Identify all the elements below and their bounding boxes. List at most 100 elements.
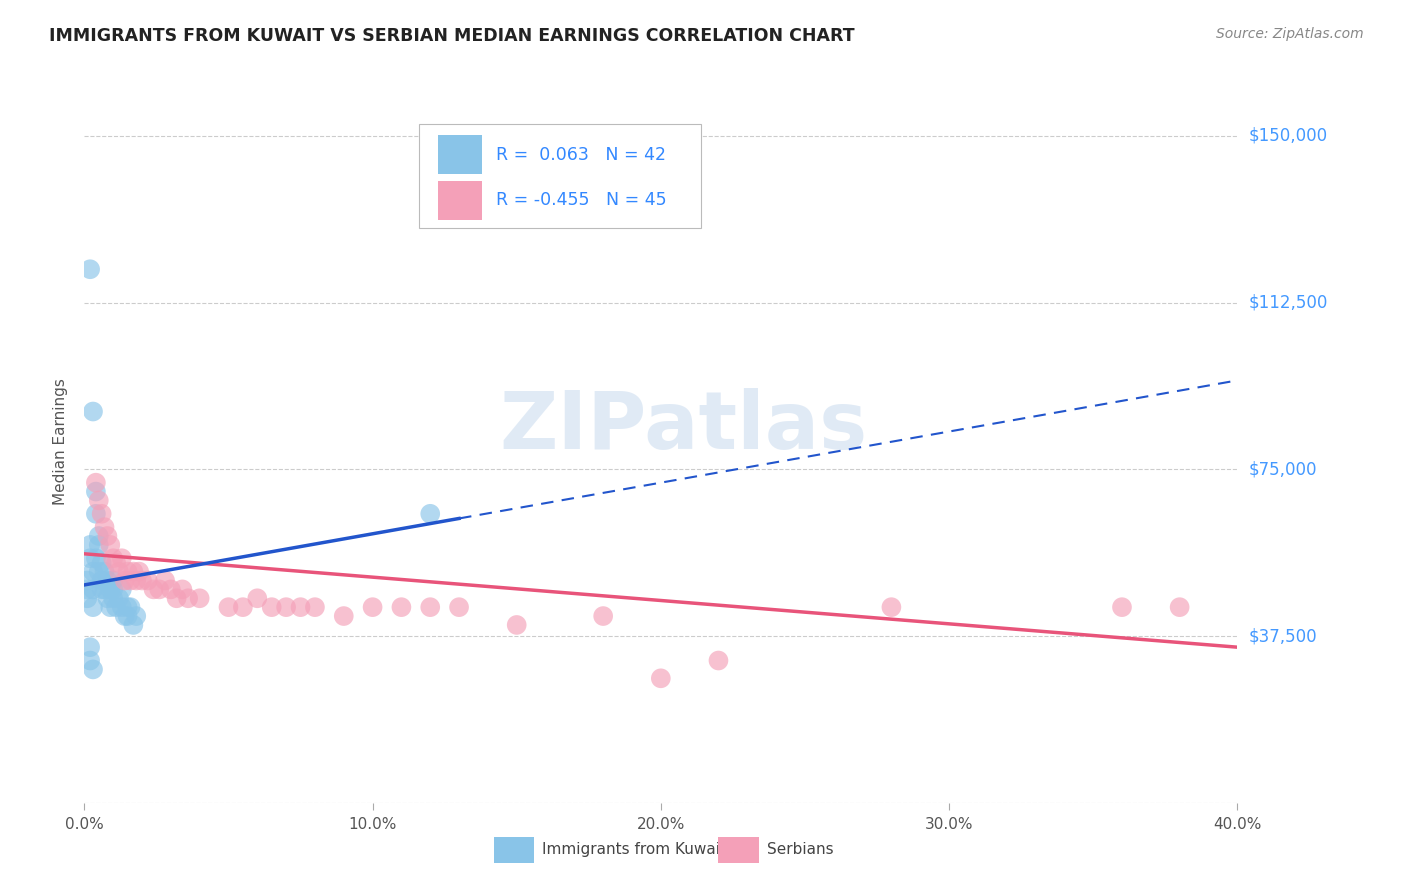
Point [260,600,283,615]
Point [90,507,112,521]
Point [125,609,148,624]
Point [90,582,112,597]
Point [419,600,441,615]
FancyBboxPatch shape [439,135,482,175]
Point [361,600,384,615]
Point [93,565,115,579]
Text: Source: ZipAtlas.com: Source: ZipAtlas.com [1216,27,1364,41]
Point [188,591,211,606]
Point [391,600,413,615]
Point [232,600,254,615]
Point [82,565,104,579]
FancyBboxPatch shape [718,837,759,863]
Point [333,609,356,624]
Text: $75,000: $75,000 [1249,460,1317,478]
Point [707,653,730,667]
FancyBboxPatch shape [439,180,482,220]
Point [84,475,107,490]
Point [153,574,176,588]
Point [87,538,110,552]
Point [128,565,150,579]
Point [177,591,200,606]
FancyBboxPatch shape [419,124,702,228]
Point [79,653,101,667]
Point [87,493,110,508]
Point [136,574,159,588]
Point [96,591,118,606]
Point [120,600,142,615]
Point [148,582,170,597]
Point [82,662,104,676]
Text: $37,500: $37,500 [1249,627,1317,645]
Point [111,600,134,615]
Point [122,565,145,579]
Point [117,609,139,624]
Point [79,538,101,552]
Point [290,600,312,615]
Point [98,582,121,597]
Point [122,618,145,632]
Point [117,600,139,615]
Point [103,582,124,597]
Point [160,582,183,597]
Point [114,574,136,588]
Point [218,600,240,615]
Point [103,551,124,566]
Point [93,520,115,534]
Point [76,591,98,606]
Point [304,600,326,615]
Point [111,551,134,566]
Point [105,600,128,615]
Point [108,591,131,606]
Point [120,574,142,588]
Point [125,574,148,588]
Point [108,565,131,579]
Text: IMMIGRANTS FROM KUWAIT VS SERBIAN MEDIAN EARNINGS CORRELATION CHART: IMMIGRANTS FROM KUWAIT VS SERBIAN MEDIAN… [49,27,855,45]
Text: Serbians: Serbians [766,842,834,857]
Point [76,574,98,588]
Text: $112,500: $112,500 [1249,293,1327,311]
Point [98,600,121,615]
Point [79,262,101,277]
Point [79,640,101,655]
Point [96,574,118,588]
Point [131,574,153,588]
Point [84,484,107,499]
Text: $150,000: $150,000 [1249,127,1327,145]
Point [76,582,98,597]
Point [419,507,441,521]
Point [98,538,121,552]
Point [90,556,112,570]
Y-axis label: Median Earnings: Median Earnings [53,378,69,505]
Point [246,591,269,606]
Point [117,565,139,579]
Point [103,591,124,606]
Point [79,551,101,566]
Point [84,507,107,521]
Point [172,582,194,597]
Point [650,671,672,685]
Point [82,582,104,597]
Point [87,565,110,579]
Point [111,582,134,597]
Point [82,404,104,418]
Text: ZIPatlas: ZIPatlas [499,388,868,467]
Point [84,551,107,566]
Point [166,591,188,606]
Point [105,556,128,570]
Point [880,600,903,615]
Point [276,600,298,615]
Point [1168,600,1191,615]
Point [114,609,136,624]
Point [592,609,614,624]
Text: R = -0.455   N = 45: R = -0.455 N = 45 [496,192,666,210]
Text: R =  0.063   N = 42: R = 0.063 N = 42 [496,145,666,163]
Point [96,529,118,543]
Point [449,600,471,615]
Text: Immigrants from Kuwait: Immigrants from Kuwait [543,842,725,857]
Point [90,574,112,588]
Point [1111,600,1133,615]
Point [87,529,110,543]
Point [103,574,124,588]
Point [142,582,165,597]
